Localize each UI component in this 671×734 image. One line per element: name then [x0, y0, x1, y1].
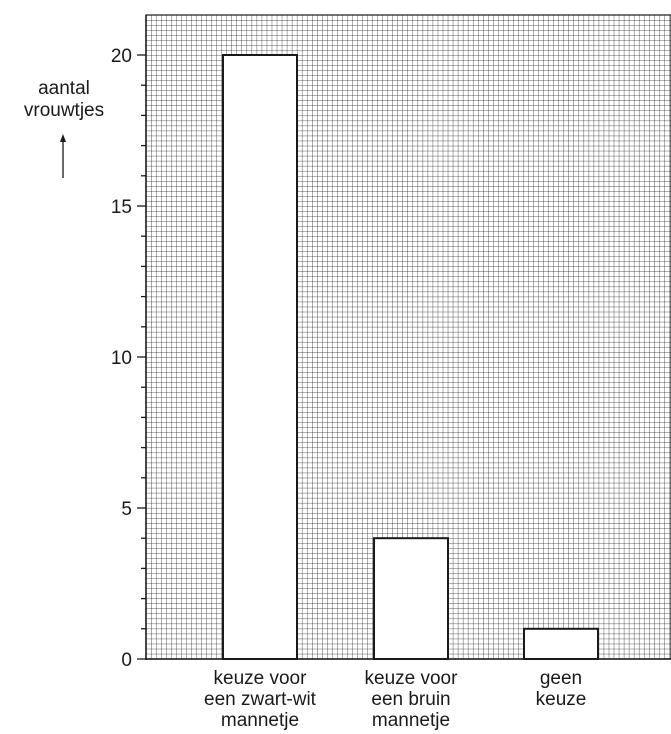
y-tick-label: 10	[111, 348, 132, 369]
x-category-label: een bruin	[371, 689, 450, 710]
x-category-label: mannetje	[372, 710, 450, 731]
up-arrow-icon	[60, 134, 66, 178]
y-axis-label-line-2: vrouwtjes	[23, 100, 105, 121]
x-category-label: een zwart-wit	[204, 689, 317, 710]
bar	[373, 537, 449, 661]
bar	[222, 54, 298, 660]
x-category-label: keuze voor	[214, 668, 308, 689]
y-axis: 0 5 10 15 20	[111, 15, 671, 671]
y-tick-label: 15	[111, 197, 132, 218]
y-tick-label: 0	[121, 650, 132, 671]
y-tick-label: 20	[111, 46, 132, 67]
x-category-label: keuze	[536, 689, 587, 710]
x-category-label: keuze voor	[365, 668, 459, 689]
y-axis-label-line-1: aantal	[38, 78, 90, 99]
x-category-label: mannetje	[221, 710, 299, 731]
y-axis-label: aantal vrouwtjes	[0, 78, 128, 122]
y-tick-label: 5	[121, 499, 132, 520]
x-category-label: geen	[540, 668, 582, 689]
bar	[523, 627, 599, 660]
